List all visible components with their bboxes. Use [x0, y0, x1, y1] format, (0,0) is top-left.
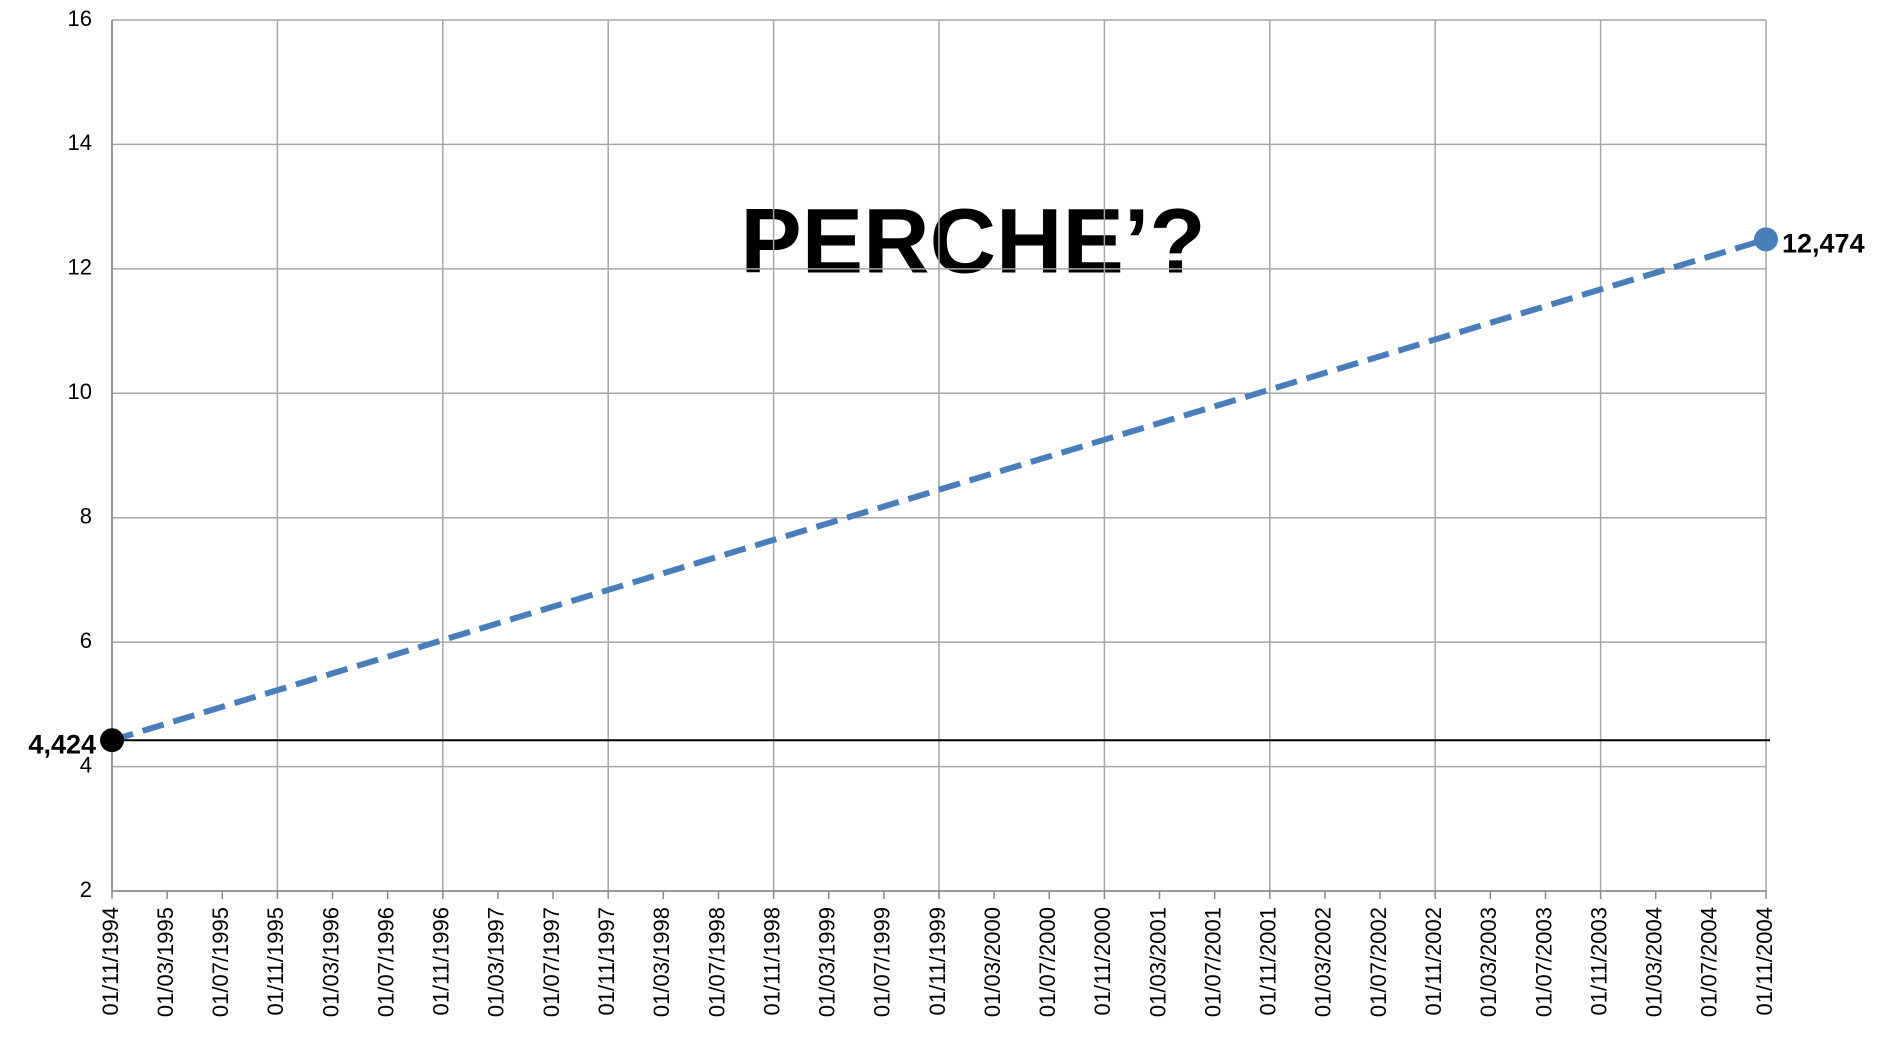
x-tick-label: 01/11/1995: [263, 907, 288, 1015]
y-tick-label: 8: [80, 504, 92, 529]
x-tick-label: 01/07/1996: [373, 907, 398, 1017]
x-tick-label: 01/07/1995: [208, 907, 233, 1017]
x-tick-label: 01/11/2003: [1586, 907, 1611, 1015]
x-tick-label: 01/07/2001: [1200, 907, 1225, 1017]
x-tick-label: 01/03/1997: [484, 907, 509, 1017]
x-tick-label: 01/03/2003: [1476, 907, 1501, 1017]
y-tick-label: 4: [80, 752, 92, 777]
x-tick-label: 01/07/2004: [1697, 907, 1722, 1017]
x-tick-label: 01/07/2003: [1531, 907, 1556, 1017]
value-label: 12,474: [1782, 228, 1865, 258]
x-tick-label: 01/03/1995: [153, 907, 178, 1017]
x-tick-label: 01/11/1998: [759, 907, 784, 1015]
y-tick-label: 16: [68, 6, 92, 31]
x-tick-label: 01/11/1994: [98, 907, 123, 1015]
x-tick-label: 01/07/1998: [704, 907, 729, 1017]
x-tick-label: 01/03/2004: [1642, 907, 1667, 1017]
annotation: PERCHE’?: [740, 190, 1205, 292]
x-tick-label: 01/03/2002: [1311, 907, 1336, 1017]
x-tick-label: 01/07/2002: [1366, 907, 1391, 1017]
y-tick-label: 6: [80, 628, 92, 653]
x-tick-label: 01/03/1998: [649, 907, 674, 1017]
x-tick-label: 01/11/2002: [1421, 907, 1446, 1015]
x-tick-label: 01/07/1997: [539, 907, 564, 1017]
value-label: 4,424: [28, 729, 96, 759]
x-tick-label: 01/07/2000: [1035, 907, 1060, 1017]
x-tick-label: 01/11/1996: [429, 907, 454, 1015]
x-tick-label: 01/07/1999: [870, 907, 895, 1017]
x-tick-label: 01/11/2001: [1256, 907, 1281, 1015]
x-tick-label: 01/11/1997: [594, 907, 619, 1015]
x-tick-label: 01/11/2004: [1752, 907, 1777, 1015]
x-tick-label: 01/11/2000: [1090, 907, 1115, 1015]
y-tick-label: 10: [68, 379, 92, 404]
point: [1754, 227, 1778, 252]
x-tick-label: 01/03/1996: [318, 907, 343, 1017]
point: [100, 728, 124, 753]
y-tick-label: 14: [68, 130, 92, 155]
x-tick-label: 01/11/1999: [925, 907, 950, 1015]
x-tick-label: 01/03/2001: [1145, 907, 1170, 1017]
y-tick-label: 2: [80, 877, 92, 902]
line: [111, 236, 1767, 744]
y-tick-label: 12: [68, 255, 92, 280]
x-tick-label: 01/03/2000: [980, 907, 1005, 1017]
x-tick-label: 01/03/1999: [815, 907, 840, 1017]
